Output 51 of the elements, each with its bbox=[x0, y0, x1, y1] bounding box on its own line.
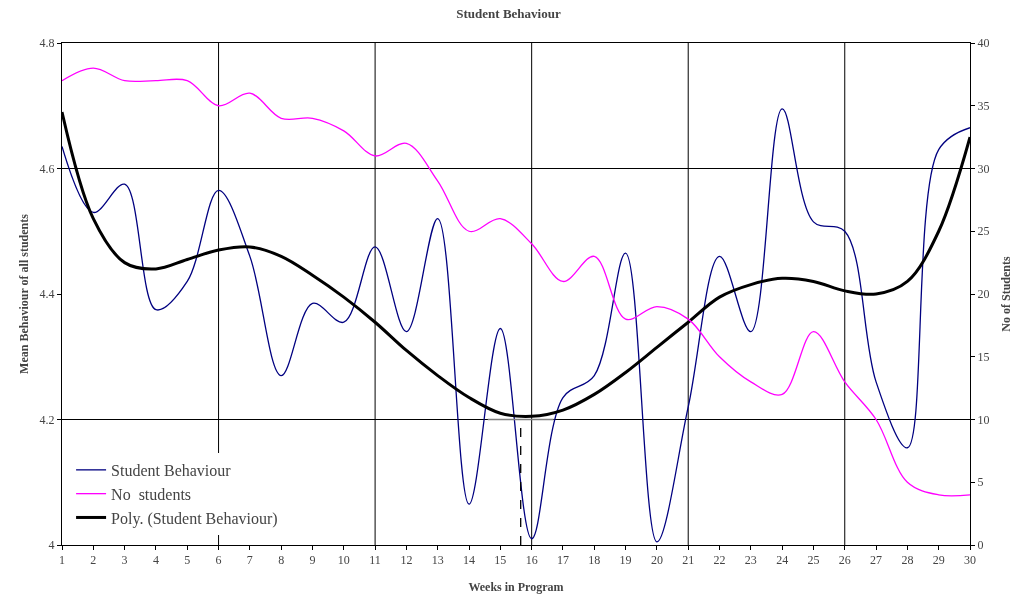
y2-tick-label: 0 bbox=[977, 538, 984, 553]
x-tick-label: 14 bbox=[463, 553, 476, 568]
x-tick-label: 5 bbox=[184, 553, 191, 568]
x-tick-label: 26 bbox=[838, 553, 851, 568]
x-tick-label: 19 bbox=[619, 553, 632, 568]
x-tick-label: 27 bbox=[870, 553, 883, 568]
x-tick-label: 28 bbox=[901, 553, 914, 568]
x-tick-label: 16 bbox=[525, 553, 538, 568]
x-tick-label: 17 bbox=[556, 553, 569, 568]
y-tick-label: 4.2 bbox=[39, 412, 55, 427]
y-tick-label: 4.6 bbox=[39, 161, 55, 176]
x-axis-title: Weeks in Program bbox=[468, 580, 564, 594]
y2-tick-label: 25 bbox=[977, 224, 990, 239]
y2-tick-label: 40 bbox=[977, 36, 990, 51]
y-tick-label: 4.8 bbox=[39, 36, 55, 51]
x-tick-label: 13 bbox=[431, 553, 444, 568]
x-tick-label: 4 bbox=[152, 553, 159, 568]
x-tick-label: 11 bbox=[369, 553, 381, 568]
y2-tick-label: 30 bbox=[977, 161, 990, 176]
y-tick-label: 4 bbox=[48, 538, 55, 553]
x-tick-label: 7 bbox=[246, 553, 253, 568]
y2-tick-label: 15 bbox=[977, 349, 990, 364]
legend-label: No students bbox=[111, 485, 192, 503]
x-tick-label: 9 bbox=[309, 553, 316, 568]
x-tick-label: 10 bbox=[337, 553, 350, 568]
x-tick-label: 21 bbox=[682, 553, 695, 568]
x-tick-label: 22 bbox=[713, 553, 726, 568]
x-tick-label: 23 bbox=[744, 553, 757, 568]
x-tick-label: 3 bbox=[121, 553, 128, 568]
x-tick-label: 18 bbox=[588, 553, 601, 568]
x-tick-label: 29 bbox=[932, 553, 945, 568]
x-tick-label: 1 bbox=[59, 553, 65, 568]
x-tick-label: 6 bbox=[215, 553, 222, 568]
x-tick-label: 30 bbox=[964, 553, 976, 568]
y-tick-label: 4.4 bbox=[39, 287, 55, 302]
chart-title: Student Behaviour bbox=[456, 6, 561, 22]
y2-tick-label: 5 bbox=[977, 475, 984, 490]
legend-label: Poly. (Student Behaviour) bbox=[111, 509, 278, 528]
y2-tick-label: 20 bbox=[977, 287, 990, 302]
x-tick-label: 2 bbox=[90, 553, 97, 568]
x-tick-label: 12 bbox=[400, 553, 413, 568]
y-axis-title: Mean Behaviour of all students bbox=[17, 213, 31, 374]
x-tick-label: 24 bbox=[776, 553, 789, 568]
y2-tick-label: 10 bbox=[977, 412, 990, 427]
x-tick-label: 8 bbox=[278, 553, 285, 568]
x-tick-label: 20 bbox=[650, 553, 663, 568]
y2-axis-title: No of Students bbox=[999, 256, 1013, 332]
x-tick-label: 25 bbox=[807, 553, 820, 568]
legend-label: Student Behaviour bbox=[111, 462, 232, 480]
y2-tick-label: 35 bbox=[977, 98, 990, 113]
x-tick-label: 15 bbox=[494, 553, 507, 568]
